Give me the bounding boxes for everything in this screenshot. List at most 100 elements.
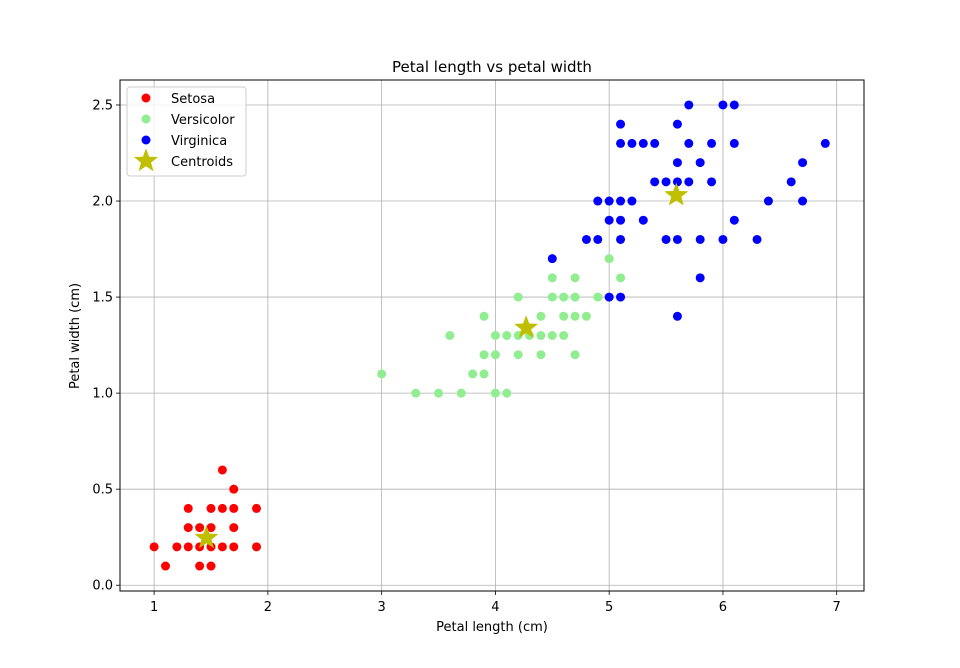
versicolor-point xyxy=(570,292,580,302)
setosa-point xyxy=(172,542,182,552)
virginica-point xyxy=(763,196,773,206)
virginica-point xyxy=(729,138,739,148)
versicolor-point xyxy=(377,369,387,379)
virginica-point xyxy=(707,138,717,148)
versicolor-point xyxy=(559,292,569,302)
virginica-point xyxy=(547,254,557,264)
virginica-point xyxy=(672,311,682,321)
versicolor-point xyxy=(536,311,546,321)
virginica-point xyxy=(729,100,739,110)
setosa-point xyxy=(206,503,216,513)
y-tick-label: 2.0 xyxy=(92,195,113,210)
versicolor-point xyxy=(490,350,500,360)
versicolor-point xyxy=(502,331,512,340)
virginica-point xyxy=(798,196,808,206)
virginica-point xyxy=(684,138,694,148)
virginica-point xyxy=(661,177,671,187)
virginica-point xyxy=(707,177,717,187)
x-axis-label: Petal length (cm) xyxy=(436,620,548,635)
virginica-point xyxy=(695,158,705,168)
virginica-point xyxy=(627,138,637,148)
versicolor-point xyxy=(479,369,489,379)
versicolor-point xyxy=(570,273,580,283)
setosa-point xyxy=(195,523,205,533)
setosa-point xyxy=(229,484,239,494)
setosa-point xyxy=(183,523,193,533)
versicolor-point xyxy=(581,311,591,321)
virginica-point xyxy=(684,100,694,110)
virginica-point xyxy=(672,158,682,168)
plot-frame xyxy=(119,79,865,592)
setosa-point xyxy=(195,561,205,571)
setosa-point xyxy=(252,542,262,552)
versicolor-point xyxy=(559,331,569,340)
versicolor-point xyxy=(513,292,523,302)
chart-title: Petal length vs petal width xyxy=(392,58,592,76)
virginica-point xyxy=(604,215,614,225)
versicolor-point xyxy=(547,273,557,283)
y-tick-label: 1.0 xyxy=(92,387,113,402)
y-tick-label: 0.0 xyxy=(92,579,113,594)
legend-marker-versicolor xyxy=(141,114,151,124)
legend-marker-centroids xyxy=(133,148,159,172)
versicolor-point xyxy=(559,311,569,321)
centroid-marker xyxy=(514,315,539,339)
virginica-point xyxy=(593,196,603,206)
setosa-point xyxy=(217,465,227,475)
versicolor-point xyxy=(490,331,500,340)
setosa-point xyxy=(252,503,262,513)
versicolor-point xyxy=(570,350,580,360)
x-tick-label: 5 xyxy=(605,600,613,615)
centroid-marker xyxy=(194,525,219,549)
virginica-point xyxy=(638,138,648,148)
virginica-point xyxy=(672,119,682,129)
legend-marker-setosa xyxy=(141,93,151,103)
versicolor-point xyxy=(411,388,421,398)
virginica-point xyxy=(786,177,796,187)
virginica-point xyxy=(661,234,671,244)
legend-label: Setosa xyxy=(171,92,215,107)
y-tick-label: 1.5 xyxy=(92,291,113,306)
setosa-point xyxy=(229,542,239,552)
setosa-point xyxy=(206,523,216,533)
virginica-point xyxy=(695,273,705,283)
x-tick-label: 4 xyxy=(491,600,499,615)
setosa-point xyxy=(161,561,171,571)
x-tick-label: 7 xyxy=(833,600,841,615)
legend-marker-virginica xyxy=(141,135,151,145)
x-tick-label: 2 xyxy=(264,600,272,615)
x-tick-label: 3 xyxy=(378,600,386,615)
versicolor-point xyxy=(570,311,580,321)
virginica-point xyxy=(752,234,762,244)
versicolor-point xyxy=(536,331,546,340)
centroid-marker xyxy=(664,182,689,206)
versicolor-point xyxy=(547,292,557,302)
virginica-point xyxy=(616,292,626,302)
virginica-point xyxy=(672,234,682,244)
setosa-point xyxy=(149,542,159,552)
versicolor-point xyxy=(456,388,466,398)
setosa-point xyxy=(183,542,193,552)
virginica-point xyxy=(604,196,614,206)
x-tick-label: 1 xyxy=(150,600,158,615)
versicolor-point xyxy=(468,369,478,379)
axis-ticks: 1 2 3 4 5 6 7 0.0 0.5 1.0 1.5 2.0 2.5 xyxy=(92,98,841,615)
virginica-point xyxy=(718,234,728,244)
virginica-point xyxy=(729,215,739,225)
legend-box xyxy=(126,86,247,177)
versicolor-point xyxy=(502,388,512,398)
versicolor-point xyxy=(445,331,455,340)
versicolor-point xyxy=(536,350,546,360)
virginica-point xyxy=(718,100,728,110)
virginica-point xyxy=(604,292,614,302)
legend-label: Centroids xyxy=(171,155,233,170)
virginica-point xyxy=(695,234,705,244)
virginica-point xyxy=(650,138,660,148)
setosa-point xyxy=(229,523,239,533)
versicolor-point xyxy=(547,331,557,340)
virginica-point xyxy=(616,215,626,225)
virginica-point xyxy=(627,196,637,206)
setosa-point xyxy=(217,542,227,552)
data-points xyxy=(149,100,830,571)
